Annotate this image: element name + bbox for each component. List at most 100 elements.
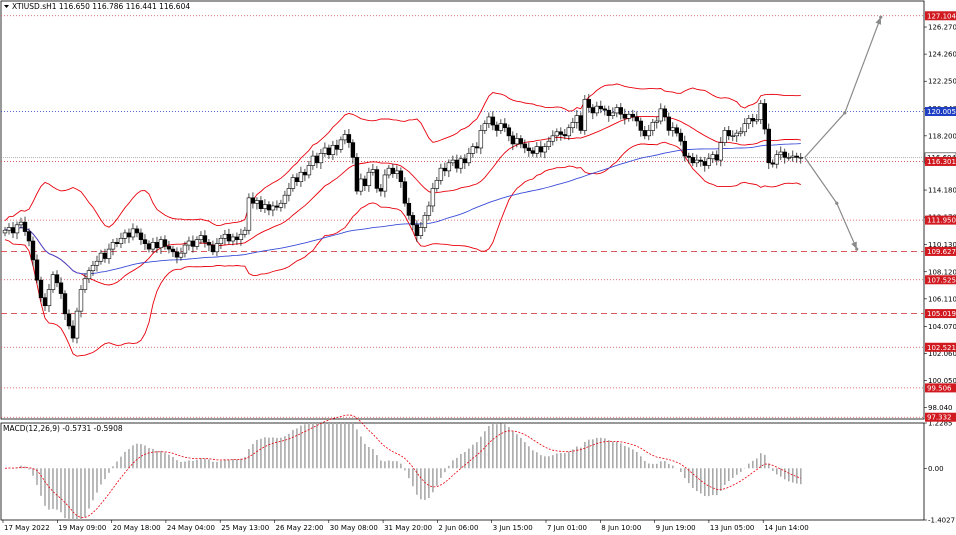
- candle-body: [306, 165, 312, 176]
- candle-body: [610, 112, 616, 116]
- macd-tick-label: -1.4027: [928, 517, 955, 525]
- candle-body: [410, 215, 416, 226]
- time-tick-label: 3 Jun 15:00: [493, 524, 533, 532]
- candle-body: [754, 119, 759, 122]
- candle-body: [18, 221, 24, 226]
- candle-body: [750, 118, 755, 122]
- candle-body: [650, 122, 656, 131]
- candle-body: [510, 135, 516, 145]
- candle-body: [70, 325, 76, 339]
- candle-body: [90, 264, 96, 271]
- price-tick-label: 114.180: [928, 187, 956, 195]
- candle-body: [622, 113, 628, 119]
- candle-body: [626, 113, 632, 119]
- candle-body: [686, 155, 692, 158]
- price-tick-label: 110.130: [928, 241, 956, 249]
- candle-body: [274, 205, 280, 208]
- candle-body: [666, 116, 672, 131]
- moving-average: [4, 143, 801, 275]
- candle-body: [142, 239, 148, 245]
- forecast-down-arrowhead: [851, 241, 857, 250]
- time-axis: 17 May 2022 19 May 09:00 20 May 18:00 24 Ma…: [2, 520, 809, 532]
- candle-body: [758, 103, 763, 120]
- candle-body: [670, 127, 676, 131]
- macd-signal-line: [4, 414, 801, 519]
- candle-body: [226, 233, 232, 242]
- price-label-bg: [925, 275, 956, 285]
- candle-body: [418, 227, 424, 236]
- candle-body: [214, 243, 220, 253]
- candle-body: [74, 310, 80, 339]
- candle-body: [774, 154, 779, 165]
- candle-body: [10, 227, 16, 234]
- price-label-bg: [925, 412, 956, 422]
- candle-body: [314, 155, 320, 164]
- candle-body: [46, 289, 52, 307]
- price-label: 116.301: [927, 158, 956, 166]
- candle-body: [698, 159, 704, 162]
- candle-body: [514, 138, 520, 145]
- candle-body: [682, 140, 688, 157]
- candle-body: [258, 200, 264, 209]
- candle-body: [722, 130, 727, 143]
- time-tick-label: 31 May 20:00: [384, 524, 432, 532]
- price-label: 97.332: [927, 414, 952, 422]
- candle-body: [218, 238, 224, 245]
- dropdown-triangle-icon[interactable]: [4, 5, 9, 8]
- candle-body: [654, 120, 660, 123]
- candle-body: [290, 177, 296, 189]
- candle-body: [598, 105, 604, 110]
- candle-body: [66, 313, 72, 327]
- candle-body: [554, 131, 560, 137]
- candle-body: [706, 158, 711, 166]
- candle-body: [86, 270, 92, 280]
- time-tick-label: 26 May 22:00: [276, 524, 324, 532]
- header: XTIUSD.sH1 116.650 116.786 116.441 116.6…: [3, 2, 190, 433]
- candle-body: [174, 251, 180, 258]
- price-label-bg: [925, 107, 956, 117]
- candle-body: [526, 147, 532, 151]
- candle-body: [766, 128, 771, 164]
- candle-body: [186, 240, 192, 246]
- candle-body: [282, 194, 288, 204]
- price-label: 105.019: [927, 310, 956, 318]
- candle-body: [138, 232, 144, 240]
- candle-body: [562, 134, 568, 137]
- candle-body: [286, 188, 292, 196]
- candle-body: [702, 161, 707, 166]
- candle-body: [474, 146, 480, 149]
- candle-body: [678, 132, 684, 142]
- candle-body: [550, 135, 556, 142]
- macd-frame: [0, 422, 925, 521]
- time-tick-label: 25 May 13:00: [221, 524, 269, 532]
- candle-body: [262, 204, 268, 209]
- candle-body: [266, 204, 272, 211]
- candle-body: [322, 147, 328, 154]
- price-label: 127.104: [927, 12, 956, 20]
- candle-body: [318, 153, 324, 164]
- candle-body: [522, 143, 528, 149]
- candle-body: [386, 167, 392, 176]
- candle-body: [394, 170, 400, 174]
- candle-body: [470, 146, 476, 154]
- candle-body: [42, 297, 48, 307]
- candle-body: [194, 239, 200, 247]
- candle-body: [586, 99, 592, 108]
- candle-body: [574, 115, 580, 123]
- time-tick-label: 7 Jun 01:00: [547, 524, 587, 532]
- candle-body: [662, 108, 668, 118]
- candle-body: [382, 174, 388, 192]
- candle-body: [542, 146, 548, 153]
- candle-body: [330, 144, 336, 156]
- candle-body: [126, 232, 132, 238]
- candle-body: [370, 169, 376, 173]
- candle-body: [122, 232, 128, 239]
- price-label: 102.521: [927, 344, 956, 352]
- candle-body: [746, 118, 751, 125]
- candle-body: [22, 221, 28, 232]
- time-tick-label: 24 May 04:00: [167, 524, 215, 532]
- candle-body: [270, 205, 276, 211]
- candle-body: [154, 242, 160, 249]
- candle-body: [326, 147, 332, 156]
